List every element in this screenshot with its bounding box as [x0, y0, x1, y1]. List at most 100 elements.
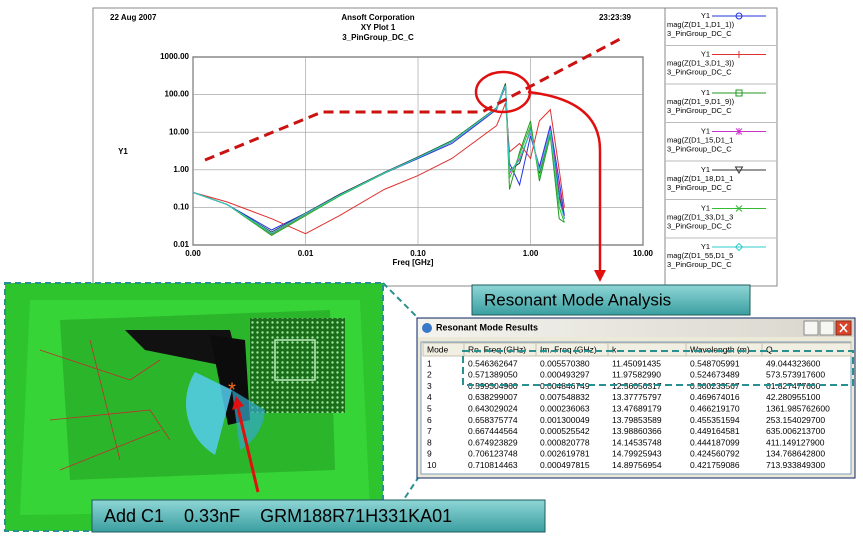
- table-cell: 0.449164581: [690, 426, 740, 436]
- column-header-text: k: [612, 344, 617, 354]
- table-cell: 0.000236063: [540, 403, 590, 413]
- legend-name: mag(Z(D1_1,D1_1)): [667, 20, 735, 29]
- y-tick-label: 1.00: [173, 165, 189, 174]
- column-header: [607, 342, 687, 357]
- table-cell: 1361.985762600: [766, 403, 830, 413]
- table-cell: 6: [427, 415, 432, 425]
- maximize-button[interactable]: [819, 320, 835, 336]
- column-header-text: Q: [766, 344, 773, 354]
- table-cell: 49.044323600: [766, 358, 821, 368]
- column-header-text: Mode: [427, 344, 449, 354]
- table-cell: 0.638299007: [468, 392, 518, 402]
- legend-marker: [735, 205, 743, 212]
- legend-source: 3_PinGroup_DC_C: [667, 260, 732, 269]
- table-cell: 0.007548832: [540, 392, 590, 402]
- legend-marker: [735, 51, 743, 58]
- caption-text: Add C1 0.33nF GRM188R71H331KA01: [104, 506, 452, 526]
- legend-source: 3_PinGroup_DC_C: [667, 29, 732, 38]
- table-cell: 0.658375774: [468, 415, 518, 425]
- legend-name: mag(Z(D1_18,D1_1: [667, 174, 733, 183]
- table-cell: 14.89756954: [612, 460, 662, 470]
- window-icon: [422, 323, 432, 333]
- table-cell: 0.000493297: [540, 370, 590, 380]
- table-cell: 713.933849300: [766, 460, 825, 470]
- arrow-head: [594, 270, 606, 282]
- legend-name: mag(Z(D1_55,D1_5: [667, 251, 733, 260]
- table-cell: 0.571389050: [468, 370, 518, 380]
- table-cell: 253.154029700: [766, 415, 825, 425]
- table-cell: 3: [427, 381, 432, 391]
- legend-tag: Y1: [701, 242, 710, 251]
- table-cell: 42.280955100: [766, 392, 821, 402]
- row-highlight: [462, 350, 854, 386]
- legend-marker: [735, 89, 743, 97]
- legend-tag: Y1: [701, 88, 710, 97]
- x-tick-label: 10.00: [633, 249, 654, 258]
- table-cell: 14.14535748: [612, 437, 662, 447]
- column-header: [761, 342, 852, 357]
- table-cell: 0.004846749: [540, 381, 590, 391]
- legend-tag: Y1: [701, 126, 710, 135]
- table-cell: 8: [427, 437, 432, 447]
- close-icon: [839, 323, 848, 333]
- minimize-button[interactable]: [803, 320, 819, 336]
- table-cell: 134.768642800: [766, 449, 825, 459]
- table-cell: 1: [427, 358, 432, 368]
- legend-marker: [734, 166, 744, 174]
- table-cell: 10: [427, 460, 437, 470]
- plot-company: Ansoft Corporation: [341, 13, 414, 22]
- y-tick-label: 100.00: [165, 90, 190, 99]
- table-cell: 0.710814463: [468, 460, 518, 470]
- legend-source: 3_PinGroup_DC_C: [667, 144, 732, 153]
- table-cell: 2: [427, 370, 432, 380]
- pcb-image: *: [5, 283, 383, 531]
- plot-date: 22 Aug 2007: [110, 13, 157, 22]
- x-axis-label: Freq [GHz]: [393, 258, 434, 267]
- legend-marker: [735, 128, 743, 135]
- table-cell: 13.37775797: [612, 392, 662, 402]
- table-cell: 0.455351594: [690, 415, 740, 425]
- y-axis-label: Y1: [118, 147, 128, 156]
- y-tick-label: 1000.00: [160, 52, 189, 61]
- table-cell: 0.466219170: [690, 403, 740, 413]
- table-cell: 0.667444564: [468, 426, 518, 436]
- table-cell: 13.98860366: [612, 426, 662, 436]
- legend-name: mag(Z(D1_9,D1_9)): [667, 97, 735, 106]
- table-cell: 0.674923829: [468, 437, 518, 447]
- window-title: Resonant Mode Results: [436, 322, 538, 332]
- legend-source: 3_PinGroup_DC_C: [667, 183, 732, 192]
- y-tick-label: 0.01: [173, 240, 189, 249]
- legend-source: 3_PinGroup_DC_C: [667, 221, 732, 230]
- table-cell: 14.79925943: [612, 449, 662, 459]
- table-cell: 0.548705991: [690, 358, 740, 368]
- legend-name: mag(Z(D1_15,D1_1: [667, 135, 733, 144]
- table-cell: 0.706123748: [468, 449, 518, 459]
- title-bar: [418, 319, 854, 337]
- legend-tag: Y1: [701, 49, 710, 58]
- x-tick-label: 0.00: [185, 249, 201, 258]
- table-cell: 0.524673489: [690, 370, 740, 380]
- column-header-text: Wavelength (m): [690, 344, 750, 354]
- table-cell: 0.005570380: [540, 358, 590, 368]
- column-header-text: Re. Freq (GHz): [468, 344, 526, 354]
- table-cell: 11.45091435: [612, 358, 661, 368]
- table-cell: 635.006213700: [766, 426, 825, 436]
- table-cell: 7: [427, 426, 432, 436]
- table-cell: 4: [427, 392, 432, 402]
- table-cell: 13.79853589: [612, 415, 662, 425]
- table-cell: 0.546362647: [468, 358, 518, 368]
- table-cell: 0.421759086: [690, 460, 740, 470]
- svg-text:*: *: [228, 379, 236, 401]
- legend-source: 3_PinGroup_DC_C: [667, 106, 732, 115]
- plot-title: XY Plot 1: [361, 23, 396, 32]
- column-header-text: Im. Freq (GHz): [540, 344, 597, 354]
- table-cell: 9: [427, 449, 432, 459]
- table-cell: 0.000820778: [540, 437, 590, 447]
- table-body: Mode Re. Freq (GHz) Im. Freq (GHz) k Wavelen…: [422, 342, 852, 470]
- x-tick-label: 0.10: [410, 249, 426, 258]
- legend-name: mag(Z(D1_3,D1_3)): [667, 58, 735, 67]
- caption-box: [91, 499, 546, 533]
- table-cell: 61.827477600: [766, 381, 821, 391]
- table-cell: 5: [427, 403, 432, 413]
